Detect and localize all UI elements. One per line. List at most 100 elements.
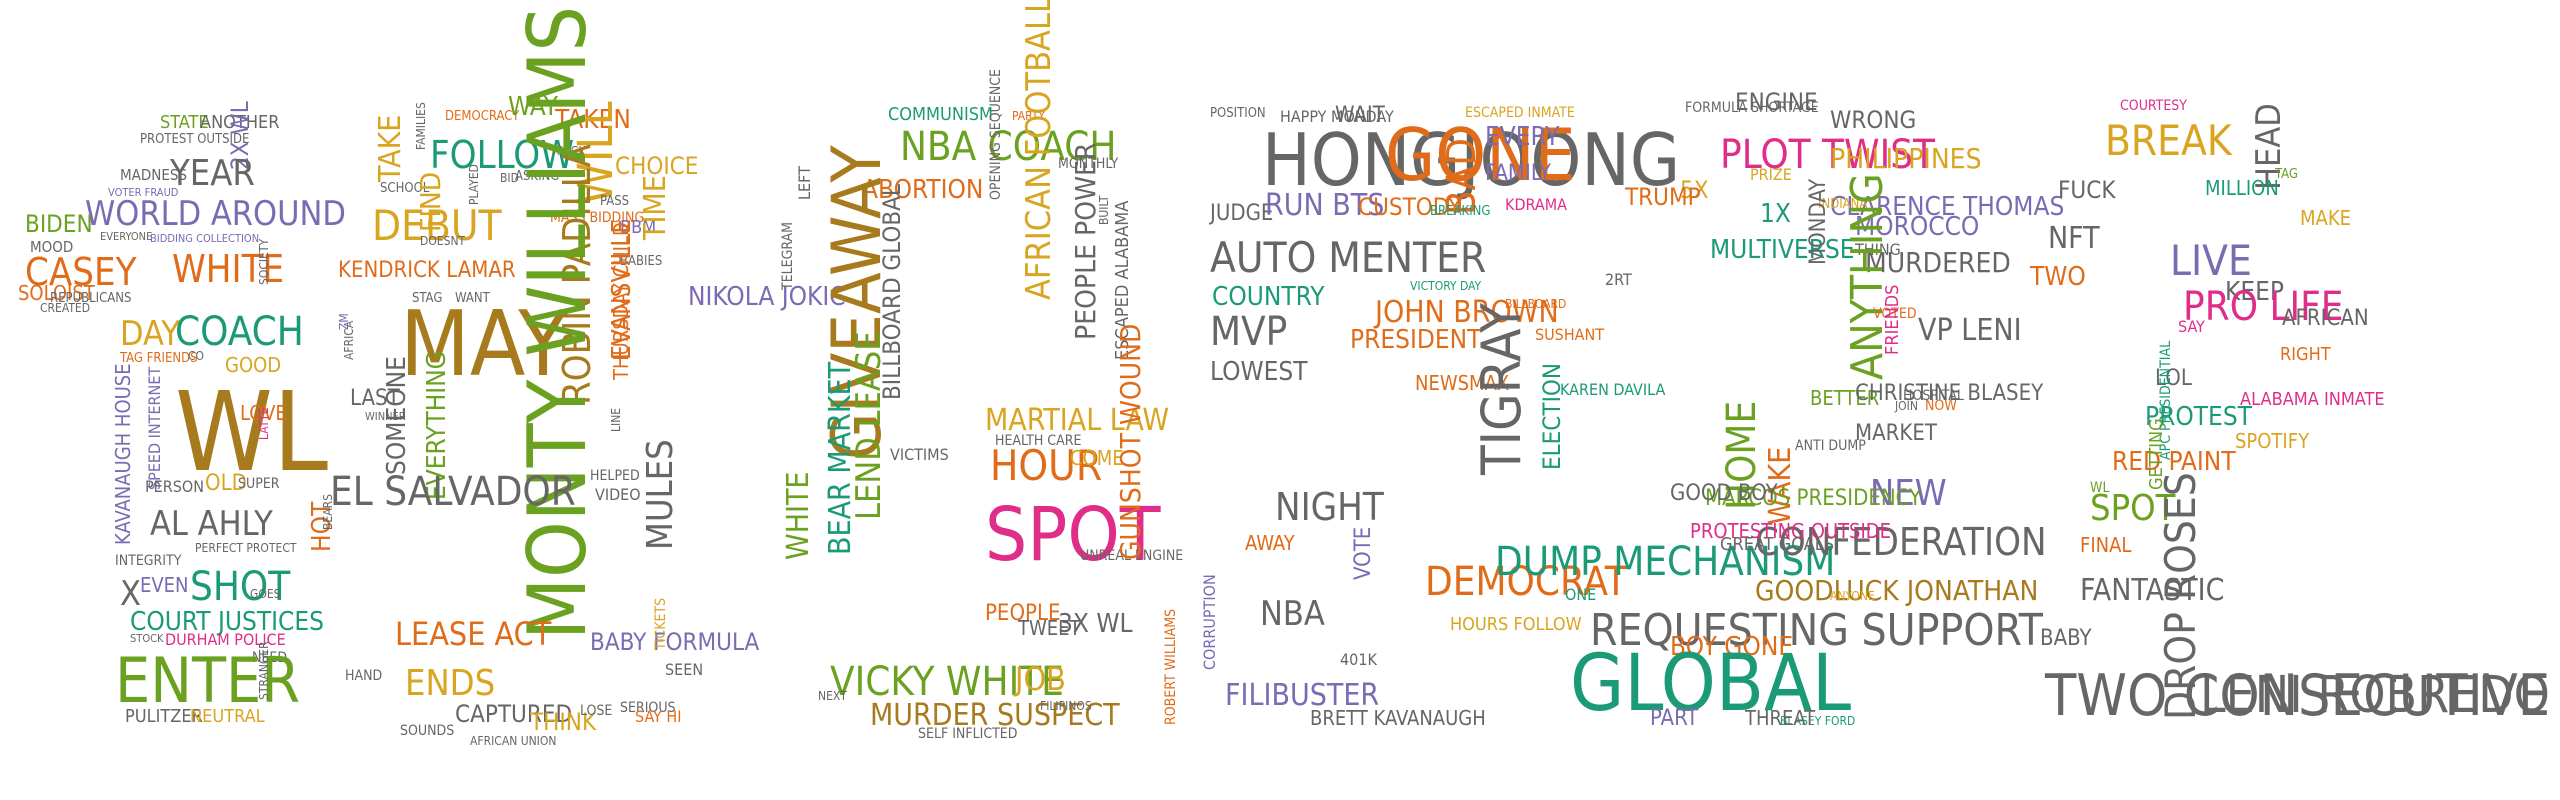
cloud-word: LOSE — [580, 703, 612, 719]
cloud-word: DUMP MECHANISM — [1495, 539, 1835, 585]
cloud-word: TRACK — [549, 144, 586, 158]
cloud-word: EVERYTHING — [422, 351, 452, 500]
cloud-word: CHRISTINE BLASEY — [1855, 381, 2044, 406]
cloud-word: EVANSVILLE — [607, 219, 637, 360]
cloud-word: AL AHLY — [150, 504, 273, 544]
cloud-word: NBA — [1260, 594, 1325, 634]
cloud-word: WL — [2090, 480, 2109, 496]
cloud-word: BILLBOARD GLOBAL — [878, 184, 906, 400]
cloud-word: BOY GONE — [1670, 632, 1793, 662]
cloud-word: EL SALVADOR — [330, 469, 576, 515]
cloud-word: MARKET — [1855, 421, 1938, 446]
cloud-word: HOME — [1719, 401, 1765, 510]
cloud-word: ELECTION — [1538, 363, 1566, 470]
cloud-word: PEOPLE POWER — [1069, 143, 1102, 340]
cloud-word: PLAYED — [467, 164, 481, 205]
cloud-word: MARCOS PRESIDENCY — [1705, 486, 1922, 511]
cloud-word: THINK — [529, 708, 597, 736]
cloud-word: SERIOUS — [620, 700, 676, 716]
cloud-word: BABY — [2040, 626, 2092, 651]
cloud-word: VICTORY DAY — [1410, 279, 1482, 293]
cloud-word: RED PAINT — [2112, 447, 2236, 477]
cloud-word: MVP — [1210, 309, 1287, 355]
cloud-word: MURDER SUSPECT — [870, 698, 1120, 733]
cloud-word: TWO — [2029, 262, 2086, 292]
cloud-word: NEED — [252, 650, 287, 666]
cloud-word: ESCAPED ALABAMA — [1112, 201, 1133, 360]
cloud-word: CO — [188, 349, 204, 363]
cloud-word: SOUNDS — [400, 723, 454, 739]
cloud-word: COURT JUSTICES — [130, 607, 324, 637]
cloud-word: SCHOOL — [380, 181, 430, 196]
cloud-word: KENDRICK LAMAR — [338, 258, 516, 283]
cloud-word: EVERY — [1485, 122, 1560, 152]
cloud-word: TRUMP — [1624, 183, 1701, 211]
cloud-word: NEXT — [818, 689, 847, 703]
cloud-word: KDRAMA — [1505, 195, 1567, 214]
cloud-word: AFRICA — [342, 320, 356, 360]
cloud-word: NIGHT — [1275, 485, 1384, 529]
cloud-word: ONE — [1565, 585, 1596, 604]
cloud-word: AFRICAN UNION — [470, 734, 556, 748]
cloud-word: CLARENCE THOMAS — [1830, 192, 2064, 222]
cloud-word: WHITE — [172, 247, 284, 291]
cloud-word: CHOICE — [615, 152, 698, 180]
cloud-word: WRONG — [1830, 106, 1916, 134]
cloud-word: FANTASTIC — [2080, 573, 2224, 608]
cloud-word: BID — [500, 171, 519, 185]
cloud-word: PRESIDENT — [1350, 325, 1482, 355]
cloud-word: HAPPY MONDAY — [1280, 107, 1394, 126]
cloud-word: FILIPINOS — [1040, 699, 1092, 713]
cloud-word: LOL — [2155, 366, 2192, 391]
cloud-word: NFT — [2048, 221, 2100, 256]
cloud-word: NIKOLA JOKIC — [688, 282, 846, 312]
cloud-word: LEASE ACT — [395, 615, 552, 653]
cloud-word: LENI ROBREDO — [2200, 665, 2550, 725]
cloud-word: WORLD AROUND — [85, 194, 346, 234]
cloud-word: WHITE — [781, 472, 816, 560]
cloud-word: WANT — [455, 291, 491, 306]
cloud-word: ASKING — [515, 169, 559, 184]
cloud-word: SELF INFLICTED — [918, 726, 1017, 742]
cloud-word: FUCK — [2058, 176, 2116, 204]
cloud-word: WAKE — [1763, 447, 1798, 525]
cloud-word: OLD — [205, 471, 247, 496]
cloud-word: VOTER FRAUD — [108, 186, 179, 199]
cloud-word: LEFT — [795, 166, 814, 200]
cloud-word: SAY — [2178, 317, 2205, 336]
cloud-word: BIDEN — [25, 210, 93, 238]
cloud-word: DEBUT — [372, 201, 503, 250]
cloud-word: LIVE — [2170, 236, 2252, 285]
cloud-word: GOODLUCK JONATHAN — [1755, 574, 2038, 607]
cloud-word: HOURS FOLLOW — [1450, 614, 1582, 635]
cloud-word: PRO LIFE — [2183, 284, 2344, 330]
cloud-word: GOOD — [225, 353, 281, 377]
cloud-word: VICKY WHITE — [830, 659, 1064, 705]
cloud-word: MULES — [640, 439, 681, 550]
cloud-word: PEOPLE — [985, 601, 1060, 626]
cloud-word: MOROCCO — [1855, 212, 1979, 242]
cloud-word: AFRICAN FOOTBALL — [1019, 0, 1059, 300]
cloud-word: DOESNT — [420, 234, 466, 248]
cloud-word: FAMILIES — [414, 102, 428, 150]
cloud-word: ALABAMA INMATE — [2240, 389, 2385, 410]
cloud-word: THING — [1854, 240, 1901, 259]
cloud-word: GIVEAWAY — [818, 145, 897, 460]
cloud-word: GOES — [250, 587, 281, 601]
cloud-word: TAKE — [373, 115, 408, 183]
cloud-word: MASS BIDDING — [550, 210, 644, 226]
cloud-word: AFRICAN — [2282, 306, 2369, 331]
cloud-word: MAKE — [2300, 206, 2351, 230]
cloud-word: BREAKING — [1430, 204, 1490, 219]
cloud-word: BABIES — [620, 254, 662, 269]
cloud-word: NBA COACH — [900, 124, 1117, 170]
cloud-word: 1X — [1760, 199, 1791, 229]
cloud-word: VOTED — [1873, 306, 1917, 322]
cloud-word: CORRUPTION — [1200, 574, 1219, 670]
cloud-word: WINNER — [365, 410, 406, 423]
cloud-word: STOCK — [130, 632, 164, 645]
cloud-word: GOOD BOY — [1670, 481, 1779, 506]
cloud-word: SPOT — [2090, 488, 2176, 529]
cloud-word: JOHN BROWN — [1373, 295, 1559, 330]
